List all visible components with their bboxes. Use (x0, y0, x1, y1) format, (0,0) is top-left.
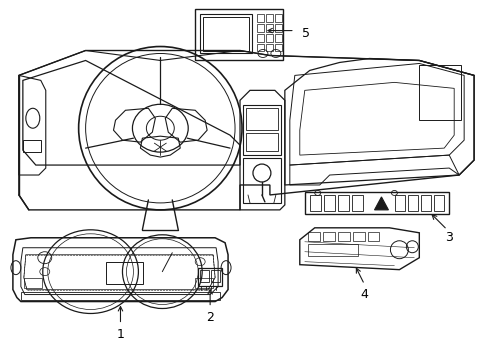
Bar (274, 14, 281, 22)
Bar (419, 66, 460, 120)
Bar (243, 158, 280, 203)
Bar (274, 33, 281, 41)
Bar (322, 232, 334, 241)
Bar (337, 232, 349, 241)
Bar (307, 232, 319, 241)
Bar (198, 268, 222, 285)
Bar (307, 244, 357, 256)
Text: 4: 4 (360, 288, 368, 301)
Bar (245, 133, 277, 151)
Bar (256, 14, 264, 22)
Text: 3: 3 (445, 231, 452, 244)
Bar (421, 195, 430, 211)
Bar (23, 140, 41, 152)
Bar (21, 292, 220, 300)
Bar (351, 195, 362, 211)
Bar (323, 195, 334, 211)
Bar (200, 270, 209, 282)
Bar (256, 33, 264, 41)
Bar (211, 270, 220, 282)
Bar (24, 278, 41, 288)
Bar (274, 24, 281, 32)
Bar (304, 192, 448, 214)
Bar (195, 278, 213, 288)
Bar (265, 24, 272, 32)
Bar (245, 108, 277, 130)
Bar (407, 195, 417, 211)
Bar (367, 232, 379, 241)
Bar (309, 195, 320, 211)
Bar (265, 14, 272, 22)
Bar (265, 33, 272, 41)
Bar (256, 24, 264, 32)
Text: 5: 5 (301, 27, 309, 40)
Bar (200, 14, 251, 54)
Bar (274, 44, 281, 51)
Bar (395, 195, 405, 211)
Polygon shape (374, 197, 387, 210)
Bar (433, 195, 443, 211)
Text: 2: 2 (206, 311, 214, 324)
Bar (105, 262, 143, 284)
Bar (337, 195, 348, 211)
Text: 1: 1 (116, 328, 124, 341)
Bar (352, 232, 364, 241)
Bar (243, 105, 280, 155)
Bar (195, 9, 282, 60)
Bar (256, 44, 264, 51)
Bar (203, 17, 248, 50)
Bar (265, 44, 272, 51)
